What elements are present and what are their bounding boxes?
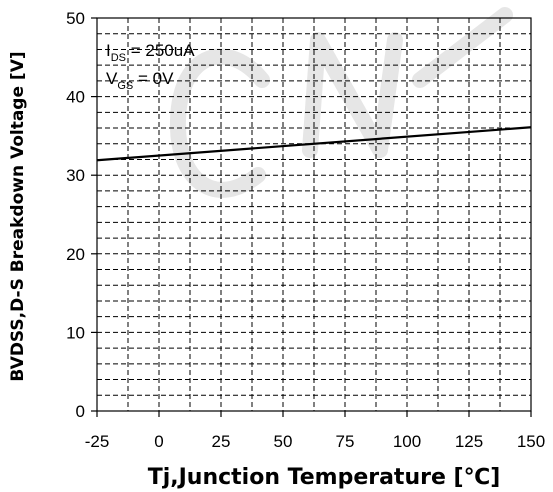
- plot-border: [96, 17, 532, 412]
- x-tick-label: -25: [85, 432, 110, 451]
- y-tick-label: 50: [66, 9, 85, 28]
- series-layer: [96, 126, 532, 162]
- y-tick-label: 40: [66, 88, 85, 107]
- x-tick-label: 50: [274, 432, 293, 451]
- series-line: [96, 126, 532, 162]
- y-tick-labels: 0 10 20 30 40 50: [66, 9, 85, 421]
- plot-frame: [91, 17, 532, 417]
- x-tick-label: 100: [393, 432, 421, 451]
- y-tick-label: 10: [66, 323, 85, 342]
- annotation-label: IDS = 250uA: [106, 41, 195, 64]
- y-tick-label: 20: [66, 245, 85, 264]
- x-tick-label: 125: [455, 432, 483, 451]
- x-tick-label: 75: [336, 432, 355, 451]
- annotation-label: VGS = 0V: [106, 69, 174, 92]
- watermark: [169, 7, 513, 198]
- x-tick-label: 25: [212, 432, 231, 451]
- grid: [97, 18, 531, 411]
- y-axis-title: BVDSS,D-S Breakdown Voltage [V]: [8, 51, 28, 381]
- annotations: IDS = 250uA VGS = 0V: [106, 41, 195, 92]
- x-tick-labels: -25 0 25 50 75 100 125 150: [85, 432, 545, 451]
- x-axis-title: Tj,Junction Temperature [℃]: [148, 465, 501, 490]
- x-tick-label: 150: [517, 432, 545, 451]
- y-tick-label: 0: [76, 402, 85, 421]
- y-tick-label: 30: [66, 166, 85, 185]
- x-tick-label: 0: [154, 432, 163, 451]
